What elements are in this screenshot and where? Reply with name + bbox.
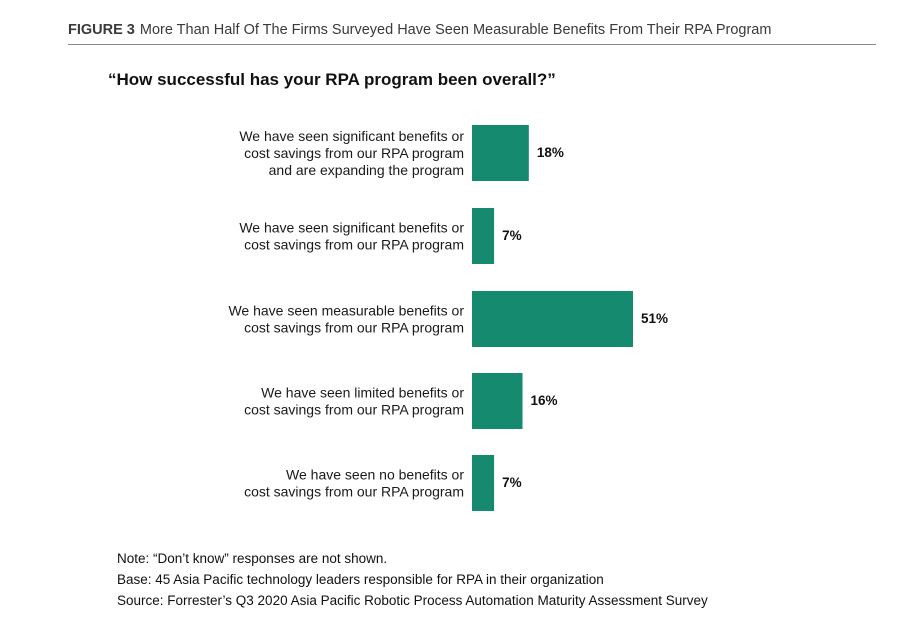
category-label-2-line-1: We have seen significant benefits or bbox=[239, 220, 464, 236]
value-label-1: 18% bbox=[537, 145, 564, 160]
bar-chart: We have seen significant benefits orcost… bbox=[228, 125, 668, 511]
value-label-4: 16% bbox=[531, 393, 558, 408]
chart-footer: Note: “Don’t know” responses are not sho… bbox=[117, 548, 708, 611]
footer-source: Source: Forrester’s Q3 2020 Asia Pacific… bbox=[117, 593, 708, 608]
footer-note: Note: “Don’t know” responses are not sho… bbox=[117, 551, 388, 566]
category-label-5-line-1: We have seen no benefits or bbox=[286, 467, 464, 483]
bar-5 bbox=[472, 455, 495, 511]
category-label-4-line-2: cost savings from our RPA program bbox=[244, 402, 464, 418]
value-label-3: 51% bbox=[641, 311, 668, 326]
chart-question: “How successful has your RPA program bee… bbox=[108, 70, 556, 89]
footer-base: Base: 45 Asia Pacific technology leaders… bbox=[117, 572, 604, 587]
bars-layer: We have seen significant benefits orcost… bbox=[228, 125, 668, 511]
value-label-5: 7% bbox=[502, 475, 522, 490]
bar-2 bbox=[472, 208, 495, 264]
category-label-1-line-3: and are expanding the program bbox=[269, 162, 464, 178]
category-label-2-line-2: cost savings from our RPA program bbox=[244, 237, 464, 253]
bar-4 bbox=[472, 373, 523, 429]
category-label-1-line-2: cost savings from our RPA program bbox=[244, 145, 464, 161]
figure-number: FIGURE 3 bbox=[68, 22, 135, 38]
bar-3 bbox=[472, 291, 633, 347]
figure-title: More Than Half Of The Firms Surveyed Hav… bbox=[139, 22, 772, 38]
bar-1 bbox=[472, 125, 529, 181]
value-label-2: 7% bbox=[502, 228, 522, 243]
category-label-1-line-1: We have seen significant benefits or bbox=[239, 128, 464, 144]
figure-header: FIGURE 3 More Than Half Of The Firms Surv… bbox=[68, 22, 876, 45]
category-label-3-line-1: We have seen measurable benefits or bbox=[228, 303, 464, 319]
category-label-5-line-2: cost savings from our RPA program bbox=[244, 484, 464, 500]
category-label-4-line-1: We have seen limited benefits or bbox=[261, 385, 464, 401]
category-label-3-line-2: cost savings from our RPA program bbox=[244, 320, 464, 336]
